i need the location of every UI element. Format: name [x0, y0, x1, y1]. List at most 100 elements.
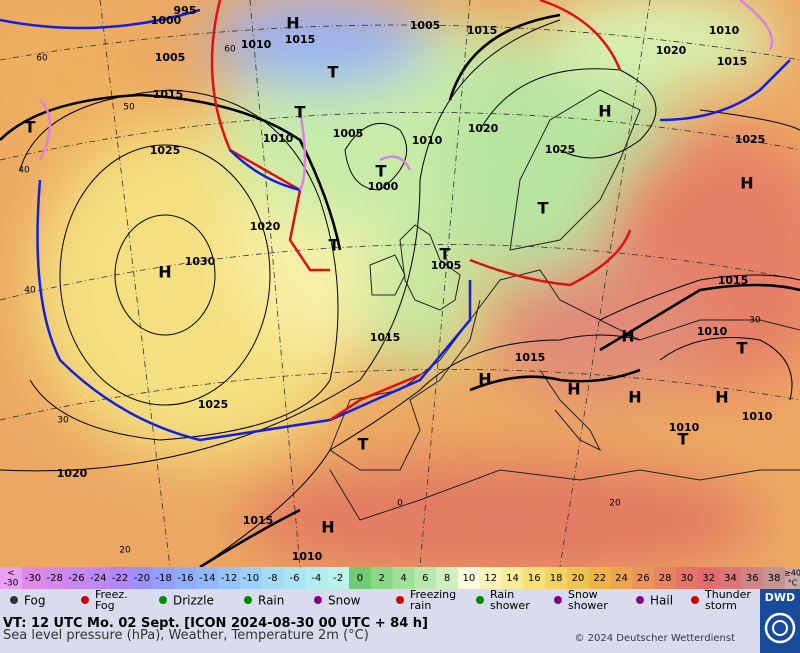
scale-label: -22 [112, 573, 128, 584]
scale-cell [196, 567, 219, 589]
scale-cell [479, 567, 503, 589]
legend-symbol [10, 596, 18, 604]
legend-label: Snow [328, 594, 361, 608]
legend-symbol [476, 596, 484, 604]
cold-front [659, 59, 791, 122]
pressure-center: T [25, 118, 36, 137]
scale-label: 30 [681, 573, 694, 584]
scale-label: 24 [615, 573, 628, 584]
latitude-label: 50 [123, 103, 135, 113]
legend-label: Snow shower [568, 588, 608, 612]
isobar-label: 1020 [250, 220, 281, 233]
scale-low-value: -30 [4, 579, 19, 589]
occlusion [38, 0, 774, 191]
latitude-label: 0 [397, 499, 403, 509]
legend-label: Rain [258, 594, 284, 608]
scale-cell [131, 567, 154, 589]
scale-label: 36 [746, 573, 759, 584]
scale-label: 20 [572, 573, 585, 584]
legend-label: Thunder storm [704, 588, 751, 612]
scale-high-sign: ≥40 [784, 569, 800, 578]
scale-label: -24 [90, 573, 106, 584]
isobar-label: 1015 [153, 88, 184, 101]
scale-cell [87, 567, 110, 589]
scale-cell [436, 567, 459, 589]
pressure-center: T [329, 236, 340, 255]
scale-label: -12 [221, 573, 237, 584]
scale-cell [174, 567, 197, 589]
isobar-label: 1025 [198, 398, 229, 411]
scale-label: -6 [290, 573, 300, 584]
isobar-label: 1030 [185, 255, 216, 268]
isobar-label: 1020 [57, 467, 88, 480]
legend-label: Freez. Fog [95, 588, 128, 612]
scale-label: 28 [659, 573, 672, 584]
scale-label: -28 [47, 573, 63, 584]
scale-label: -26 [68, 573, 84, 584]
warm-front [539, 0, 622, 71]
isobar-label: 1025 [150, 144, 181, 157]
cold-front [0, 8, 201, 30]
scale-label: 6 [422, 573, 428, 584]
isobar-label: 1015 [243, 514, 274, 527]
isobar-label: 1010 [669, 421, 700, 434]
warm-front [469, 229, 632, 287]
isobar-label: 1010 [709, 24, 740, 37]
legend-symbol [396, 596, 404, 604]
scale-label: 2 [379, 573, 385, 584]
isobar-label: 1000 [151, 14, 182, 27]
coast-ireland [369, 254, 406, 296]
scale-cell [0, 567, 22, 589]
legend-bar [0, 589, 760, 613]
legend-symbol [691, 596, 699, 604]
coast-britain [399, 224, 461, 311]
coast-scandinavia [509, 89, 641, 251]
scale-label: 38 [768, 573, 781, 584]
legend-label: Fog [24, 594, 45, 608]
scale-label: 18 [550, 573, 563, 584]
isobar-label: 1010 [292, 550, 323, 563]
scale-cell [523, 567, 546, 589]
scale-label: 22 [593, 573, 606, 584]
scale-label: 26 [637, 573, 650, 584]
pressure-center: H [478, 370, 491, 389]
scale-label: -10 [243, 573, 259, 584]
scale-cell [501, 567, 524, 589]
latitude-label: 40 [18, 166, 30, 176]
scale-cell [414, 567, 437, 589]
weather-legend: Fog Freez. Fog Drizzle Rain Snow Freezing rain R… [10, 588, 751, 612]
scale-cell [349, 567, 372, 589]
dwd-logo-swirl [764, 612, 796, 644]
pressure-center: H [158, 263, 171, 282]
isobar-label: 1010 [263, 132, 294, 145]
scale-cell [567, 567, 590, 589]
pressure-center: H [621, 327, 634, 346]
pressure-center: T [328, 63, 339, 82]
isobar-label: 1010 [697, 325, 728, 338]
isobar-label: 1020 [468, 122, 499, 135]
scale-label: 16 [528, 573, 541, 584]
pressure-center: H [286, 14, 299, 33]
scale-cell [458, 567, 481, 589]
scale-cell [588, 567, 612, 589]
pressure-center: T [737, 339, 748, 358]
temperature-scale: <-30 -30 -28 -26 -24 -22 -20 -18 -16 -14 -12 -10 -8-… [0, 567, 800, 589]
scale-cell [305, 567, 328, 589]
scale-cell [43, 567, 67, 589]
legend-symbol [636, 596, 644, 604]
footer-description: Sea level pressure (hPa), Weather, Tempe… [3, 628, 369, 643]
legend-label: Freezing rain [410, 588, 456, 612]
scale-cell [240, 567, 263, 589]
warm-front [329, 373, 421, 422]
scale-label: -16 [177, 573, 193, 584]
pressure-center: T [538, 199, 549, 218]
isobar-label: 1015 [370, 331, 401, 344]
dwd-logo-swirl [772, 620, 788, 636]
scale-cell [392, 567, 415, 589]
legend-symbol [159, 596, 167, 604]
isobar-label: 995 [174, 4, 197, 17]
isobar-label: 1005 [410, 19, 441, 32]
scale-cell [65, 567, 88, 589]
latitude-label: 40 [24, 286, 36, 296]
